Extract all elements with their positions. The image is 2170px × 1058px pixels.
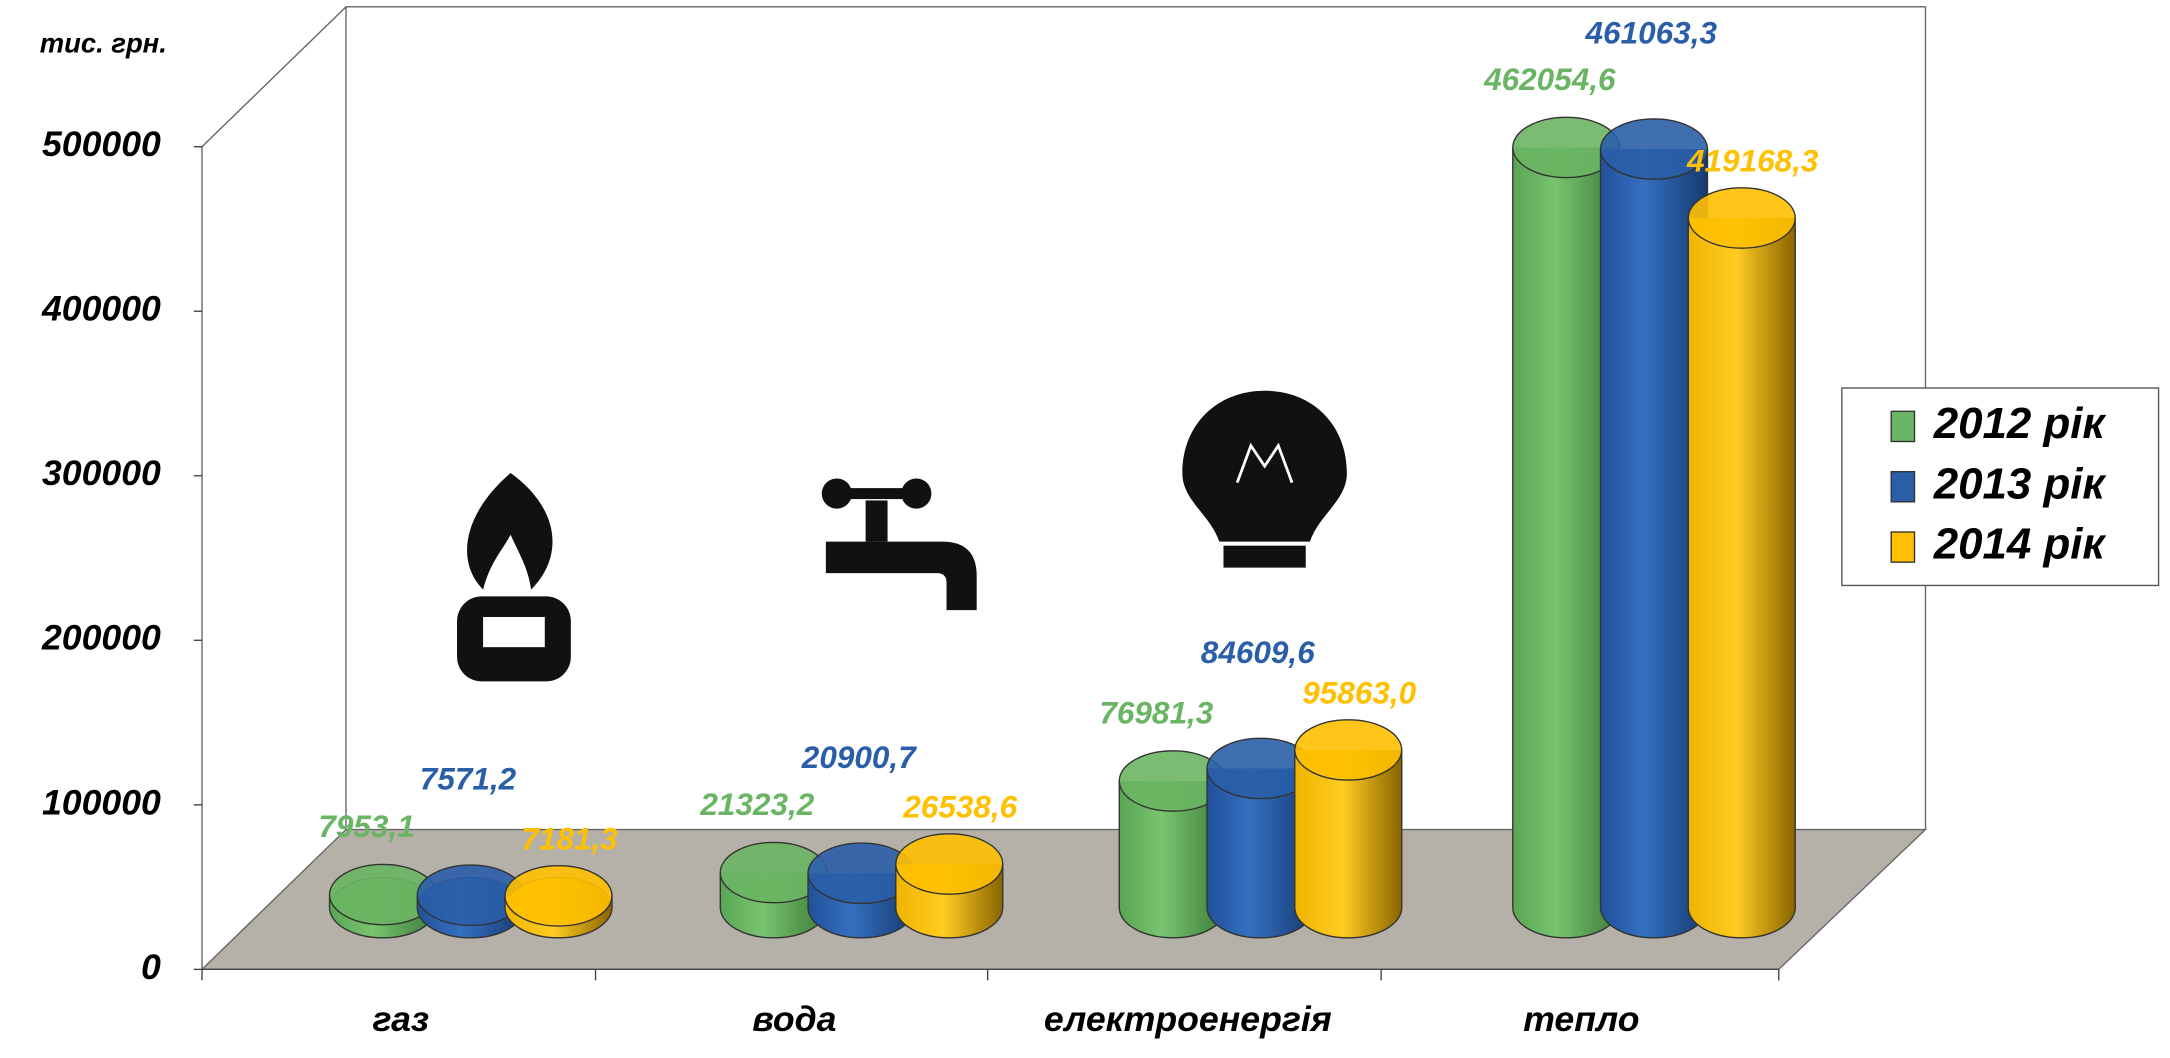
cylinder xyxy=(895,833,1004,939)
cylinder xyxy=(416,864,525,939)
legend-swatch xyxy=(1890,470,1916,503)
data-label: 7181,3 xyxy=(521,820,618,856)
data-label: 7953,1 xyxy=(318,808,414,844)
data-label: 95863,0 xyxy=(1302,674,1416,710)
cylinder-top xyxy=(1687,187,1796,249)
cylinder xyxy=(328,863,438,939)
x-tick-label: вода xyxy=(752,999,836,1039)
cylinder-top xyxy=(1294,719,1403,781)
y-axis-label: тис. грн. xyxy=(40,27,167,58)
cylinder-top xyxy=(895,833,1004,895)
y-tick-label: 100000 xyxy=(42,782,161,822)
flame-icon xyxy=(467,473,553,590)
cylinder xyxy=(504,864,613,939)
bulb-filament xyxy=(1235,442,1294,484)
legend-label: 2012 рік xyxy=(1933,399,2107,448)
tap-icon xyxy=(865,500,888,542)
burner-hole xyxy=(483,616,545,648)
cylinder-body xyxy=(1688,218,1796,908)
data-label: 76981,3 xyxy=(1099,695,1213,731)
data-label: 7571,2 xyxy=(420,761,517,797)
cylinder xyxy=(1687,187,1796,939)
data-label: 461063,3 xyxy=(1585,15,1718,51)
tap-icon xyxy=(836,488,917,500)
legend-swatch xyxy=(1890,531,1916,563)
tap-icon xyxy=(825,541,977,611)
data-label: 84609,6 xyxy=(1201,634,1315,670)
x-tick-label: газ xyxy=(373,999,430,1039)
cylinder-top xyxy=(1599,118,1709,180)
y-tick-label: 200000 xyxy=(41,618,161,658)
y-tick-label: 400000 xyxy=(41,289,161,329)
y-tick-label: 500000 xyxy=(42,124,161,164)
data-label: 462054,6 xyxy=(1483,61,1616,97)
cylinder xyxy=(1294,719,1403,939)
x-tick-label: тепло xyxy=(1523,999,1639,1039)
data-label: 20900,7 xyxy=(801,739,917,775)
data-label: 419168,3 xyxy=(1686,142,1819,178)
y-tick-label: 0 xyxy=(141,947,161,987)
data-label: 21323,2 xyxy=(699,786,814,822)
x-tick-label: електроенергія xyxy=(1044,999,1332,1039)
legend-label: 2013 рік xyxy=(1933,459,2107,508)
y-tick-label: 300000 xyxy=(42,453,161,493)
cylinder-top xyxy=(504,864,613,927)
data-label: 26538,6 xyxy=(902,788,1017,824)
cylinder xyxy=(807,842,916,939)
legend-label: 2014 рік xyxy=(1933,520,2107,569)
legend-swatch xyxy=(1890,410,1916,443)
bulb-icon xyxy=(1223,545,1306,568)
